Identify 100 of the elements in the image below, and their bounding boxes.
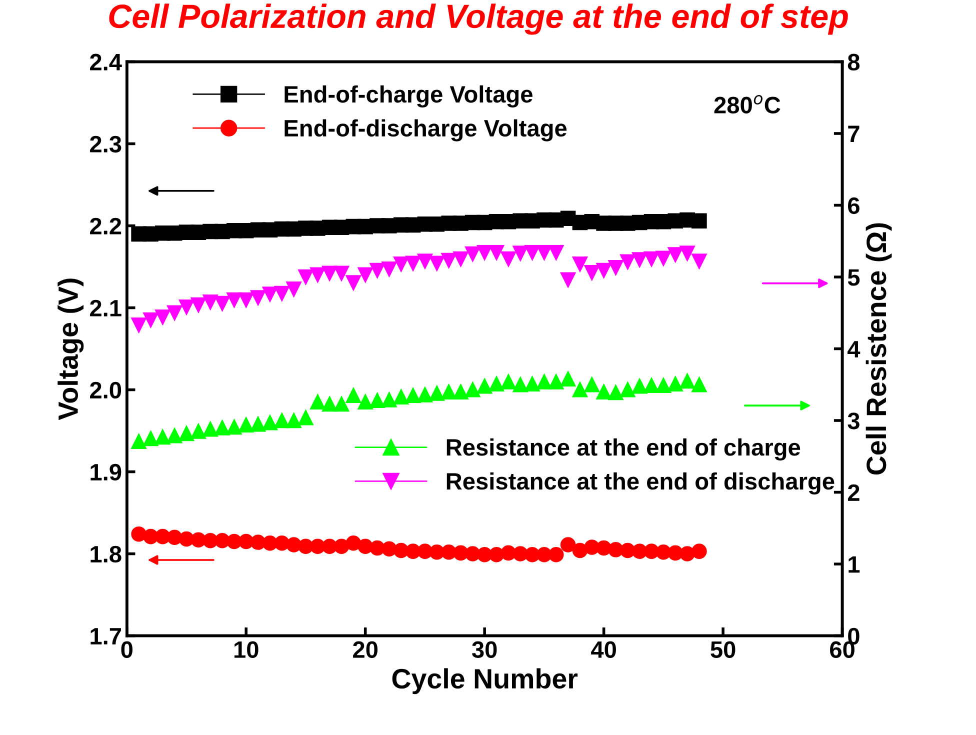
point	[524, 244, 540, 260]
y2-tick-label: 3	[848, 412, 860, 430]
point	[429, 386, 445, 401]
y-tick-label: 2.3	[90, 136, 122, 153]
point	[226, 419, 242, 435]
point	[453, 251, 468, 267]
point	[668, 376, 683, 392]
point	[680, 246, 695, 261]
point	[250, 290, 266, 306]
point	[572, 256, 588, 272]
y2-tick-label: 1	[848, 556, 860, 573]
y2-tick-label: 8	[848, 54, 860, 71]
point	[238, 292, 254, 308]
point	[346, 275, 362, 290]
point	[143, 312, 158, 328]
point	[178, 300, 194, 315]
point	[596, 384, 612, 400]
x-tick-label: 40	[591, 641, 616, 658]
x-axis-title: Cycle Number	[392, 668, 578, 694]
legend-label: End-of-charge Voltage	[284, 85, 532, 108]
x-tick-label: 30	[472, 641, 497, 658]
y2-axis-title: Cell Resistence (Ω)	[866, 223, 892, 475]
point	[692, 254, 707, 269]
point	[346, 535, 362, 551]
point	[668, 247, 683, 262]
y2-tick-label: 6	[848, 197, 860, 214]
point	[465, 246, 480, 262]
point	[405, 256, 421, 272]
point	[298, 410, 314, 426]
point	[417, 387, 433, 402]
point	[500, 374, 516, 390]
point	[560, 272, 576, 288]
annotation: 280$^{o}$C	[714, 94, 780, 114]
y2-tick-label: 7	[848, 126, 860, 142]
point	[644, 251, 660, 267]
point	[202, 294, 218, 310]
x-tick-label: 20	[353, 641, 378, 658]
y-tick-label: 1.9	[90, 464, 122, 481]
point	[226, 292, 242, 308]
point	[548, 244, 564, 260]
point	[429, 256, 445, 272]
point	[572, 382, 588, 398]
point	[441, 384, 456, 400]
point	[620, 254, 636, 270]
point	[334, 396, 350, 412]
point	[190, 424, 206, 439]
point	[166, 428, 182, 444]
point	[692, 213, 707, 228]
point	[536, 374, 552, 390]
point	[214, 420, 230, 436]
point	[476, 378, 492, 394]
point	[524, 376, 540, 392]
point	[131, 434, 146, 449]
y-tick-label: 2.2	[90, 218, 122, 234]
y2-tick-label: 4	[848, 341, 860, 358]
point	[393, 256, 409, 272]
point	[202, 421, 218, 437]
point	[358, 394, 373, 410]
point	[405, 388, 421, 404]
point	[548, 374, 564, 390]
point	[656, 378, 672, 393]
point	[680, 373, 695, 389]
point	[286, 412, 302, 428]
point	[465, 382, 480, 398]
point	[310, 267, 326, 282]
point	[620, 382, 636, 398]
point	[370, 262, 385, 278]
point	[692, 544, 707, 559]
point	[262, 415, 278, 430]
x-tick-label: 50	[710, 641, 736, 658]
point	[310, 394, 326, 410]
point	[500, 251, 516, 267]
point	[370, 392, 385, 408]
y-tick-label: 1.7	[90, 628, 121, 644]
point	[536, 244, 552, 260]
point	[358, 267, 373, 282]
point	[166, 305, 182, 321]
y-tick-label: 2.4	[90, 54, 122, 70]
point	[238, 417, 254, 432]
point	[286, 282, 302, 297]
point	[476, 244, 492, 260]
point	[584, 376, 600, 392]
point	[453, 384, 468, 400]
point	[382, 392, 397, 408]
point	[250, 416, 266, 432]
point	[334, 266, 350, 282]
x-tick-label: 0	[121, 641, 132, 658]
point	[346, 388, 362, 404]
point	[262, 286, 278, 302]
point	[560, 537, 576, 552]
point	[214, 296, 230, 312]
point	[644, 378, 660, 393]
point	[322, 396, 338, 412]
point	[274, 286, 290, 302]
point	[155, 429, 170, 445]
point	[512, 376, 528, 392]
point	[143, 430, 158, 446]
point	[298, 269, 314, 285]
point	[178, 426, 194, 442]
point	[488, 244, 504, 260]
